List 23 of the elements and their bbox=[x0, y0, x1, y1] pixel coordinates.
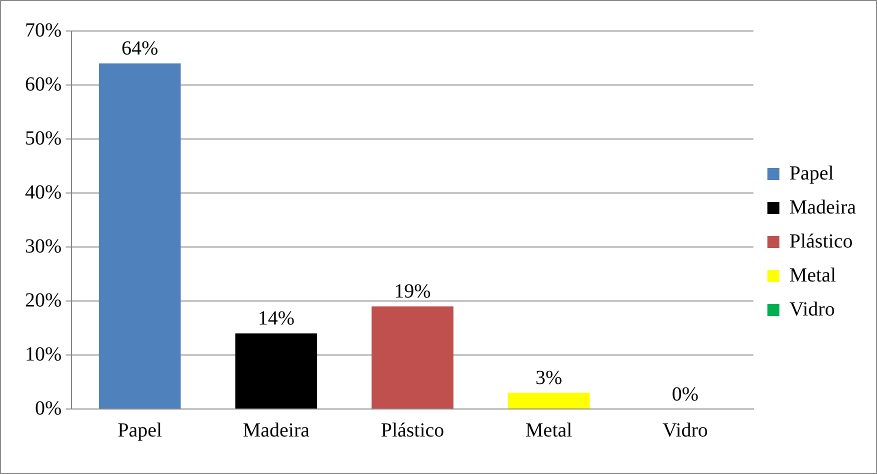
y-tick-label: 50% bbox=[24, 127, 62, 150]
x-tick-label: Papel bbox=[118, 419, 162, 442]
y-tick-label: 10% bbox=[24, 343, 62, 366]
legend-label: Papel bbox=[789, 162, 834, 184]
x-tick-label: Plástico bbox=[380, 419, 444, 442]
x-tick-label: Vidro bbox=[662, 419, 708, 442]
x-tick-label: Madeira bbox=[242, 419, 310, 442]
data-label: 19% bbox=[394, 280, 431, 303]
data-label: 64% bbox=[121, 38, 158, 60]
legend-label: Vidro bbox=[789, 298, 835, 320]
y-tick-label: 20% bbox=[24, 289, 62, 312]
data-label: 0% bbox=[672, 383, 699, 406]
y-tick-label: 70% bbox=[24, 19, 62, 42]
y-tick-label: 0% bbox=[34, 397, 62, 420]
y-tick-label: 60% bbox=[24, 73, 62, 96]
legend-label: Madeira bbox=[789, 196, 856, 218]
legend-label: Plástico bbox=[789, 230, 853, 252]
data-label: 14% bbox=[258, 308, 295, 330]
legend-label: Metal bbox=[789, 264, 836, 286]
x-tick-label: Metal bbox=[526, 419, 573, 442]
y-tick-label: 30% bbox=[24, 235, 62, 258]
data-label: 3% bbox=[536, 367, 562, 390]
y-tick-label: 40% bbox=[24, 181, 62, 204]
